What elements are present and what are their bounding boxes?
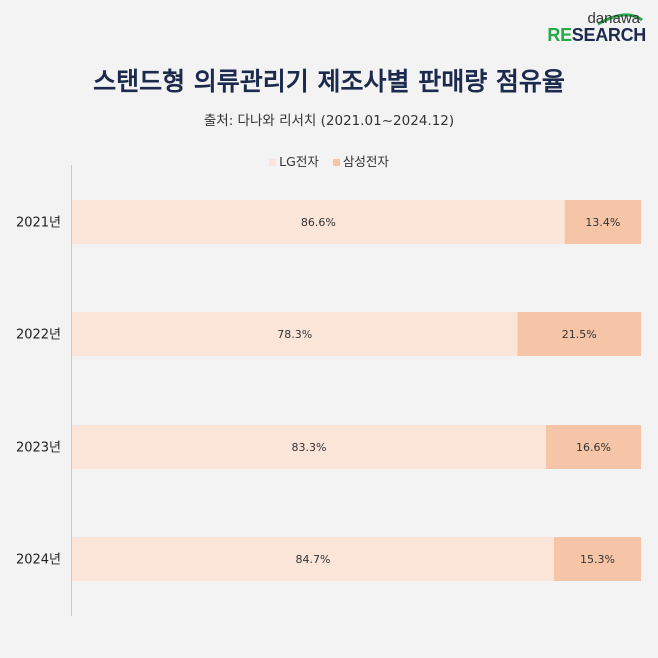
bar-segment-samsung [517, 312, 641, 356]
logo-text-accent: RE [547, 25, 572, 45]
bars-group: 2021년 86.6% 13.4% 2022년 78.3% 21.5% 2023년 83.3%… [16, 200, 641, 581]
data-label: 13.4% [585, 216, 620, 229]
bar-segment-samsung [545, 425, 641, 469]
data-label: 86.6% [301, 216, 336, 229]
data-label: 83.3% [292, 441, 327, 454]
category-label: 2023년 [16, 441, 61, 456]
data-label: 78.3% [277, 328, 312, 341]
bar-segment-samsung [564, 200, 641, 244]
logo-text-bottom: RESEARCH [547, 25, 646, 46]
logo-arc-icon [597, 13, 643, 26]
category-label: 2021년 [16, 216, 61, 231]
bar-segment-lg [72, 537, 554, 581]
bar-segment-samsung [553, 537, 641, 581]
data-label: 84.7% [295, 553, 330, 566]
category-label: 2022년 [16, 328, 61, 343]
logo-text-top: danawa [587, 10, 640, 27]
legend-item-samsung: 삼성전자 [332, 151, 389, 170]
legend-swatch-samsung [332, 159, 340, 166]
chart-subtitle: 출처: 다나와 리서치 (2021.01~2024.12) [203, 113, 455, 129]
chart-legend: LG전자 삼성전자 [0, 151, 658, 170]
logo-text-rest: SEARCH [571, 25, 647, 45]
brand-logo: danawa RESEARCH [546, 8, 646, 46]
chart-title: 스탠드형 의류관리기 제조사별 판매량 점유율 [93, 67, 565, 96]
bar-segment-lg [72, 425, 546, 469]
data-label: 16.6% [576, 441, 611, 454]
legend-label-samsung: 삼성전자 [342, 154, 389, 169]
category-label: 2024년 [16, 553, 61, 568]
legend-item-lg: LG전자 [269, 151, 319, 170]
bar-segment-lg [72, 312, 518, 356]
legend-label-lg: LG전자 [279, 154, 319, 169]
data-label: 15.3% [580, 553, 615, 566]
bar-segment-lg [72, 200, 565, 244]
legend-swatch-lg [269, 159, 277, 166]
data-label: 21.5% [562, 328, 597, 341]
